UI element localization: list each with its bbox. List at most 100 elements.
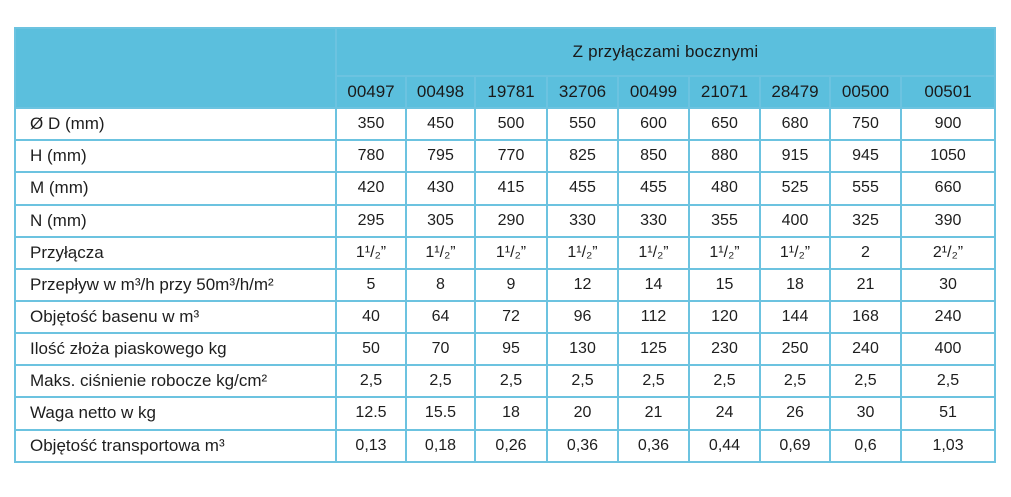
table-cell: 480 — [688, 171, 761, 206]
table-cell: 20 — [546, 396, 619, 431]
table-cell: 1050 — [899, 139, 997, 174]
table-cell: 0,18 — [405, 428, 476, 463]
table-cell: 650 — [688, 107, 761, 142]
table-cell: 168 — [829, 299, 902, 335]
table-cell: 24 — [688, 396, 761, 431]
table-cell: 95 — [474, 332, 548, 367]
table-cell: 415 — [474, 171, 548, 206]
table-row: Objętość transportowa m³ 0,13 0,18 0,26 0,36… — [14, 428, 997, 463]
table-cell: 400 — [759, 203, 831, 238]
row-label: N (mm) — [14, 203, 337, 238]
table-cell: 144 — [759, 299, 831, 335]
table-cell: 750 — [829, 107, 902, 142]
table-cell: 14 — [617, 267, 690, 302]
table-cell: 525 — [759, 171, 831, 206]
table-cell: 250 — [759, 332, 831, 367]
row-label: Maks. ciśnienie robocze kg/cm² — [14, 364, 337, 399]
table-cell: 880 — [688, 139, 761, 174]
table-cell: 400 — [899, 332, 997, 367]
table-cell: 1¹/₂” — [474, 235, 548, 270]
table-cell: 96 — [546, 299, 619, 335]
header-corner-cell — [14, 26, 337, 110]
table-cell: 550 — [546, 107, 619, 142]
table-cell: 450 — [405, 107, 476, 142]
filter-spec-table: Z przyłączami bocznymi 00497 00498 19781 32… — [14, 26, 997, 463]
table-cell: 21 — [829, 267, 902, 302]
table-cell: 0,69 — [759, 428, 831, 463]
table-cell: 0,13 — [335, 428, 407, 463]
table-cell: 660 — [899, 171, 997, 206]
table-cell: 8 — [405, 267, 476, 302]
table-cell: 295 — [335, 203, 407, 238]
table-cell: 0,36 — [617, 428, 690, 463]
table-cell: 330 — [617, 203, 690, 238]
table-row: N (mm) 295 305 290 330 330 355 400 325 390 — [14, 203, 997, 238]
table-cell: 1¹/₂” — [688, 235, 761, 270]
table-cell: 21 — [617, 396, 690, 431]
table-cell: 51 — [899, 396, 997, 431]
table-cell: 455 — [546, 171, 619, 206]
table-cell: 2,5 — [688, 364, 761, 399]
product-code-header: 19781 — [474, 74, 548, 110]
table-cell: 240 — [899, 299, 997, 335]
table-cell: 0,36 — [546, 428, 619, 463]
table-cell: 2,5 — [335, 364, 407, 399]
product-code-header: 00500 — [829, 74, 902, 110]
product-code-header: 00499 — [617, 74, 690, 110]
table-cell: 350 — [335, 107, 407, 142]
table-cell: 18 — [759, 267, 831, 302]
table-cell: 112 — [617, 299, 690, 335]
table-cell: 2¹/₂” — [899, 235, 997, 270]
table-cell: 72 — [474, 299, 548, 335]
table-cell: 26 — [759, 396, 831, 431]
product-code-header: 00501 — [899, 74, 997, 110]
group-header: Z przyłączami bocznymi — [334, 27, 997, 77]
row-label: Przyłącza — [14, 235, 337, 270]
table-cell: 0,6 — [829, 428, 902, 463]
table-cell: 0,26 — [474, 428, 548, 463]
row-label: Ø D (mm) — [14, 107, 337, 142]
table-cell: 2,5 — [546, 364, 619, 399]
table-cell: 1¹/₂” — [546, 235, 619, 270]
table-cell: 240 — [829, 332, 902, 367]
product-code-header: 21071 — [688, 74, 761, 110]
table-cell: 555 — [829, 171, 902, 206]
table-cell: 2,5 — [759, 364, 831, 399]
table-cell: 230 — [688, 332, 761, 367]
table-cell: 325 — [829, 203, 902, 238]
row-label: M (mm) — [14, 171, 337, 206]
table-row: Ø D (mm) 350 450 500 550 600 650 680 750 900 — [14, 107, 997, 142]
table-cell: 680 — [759, 107, 831, 142]
table-cell: 1,03 — [899, 428, 997, 463]
table-cell: 1¹/₂” — [759, 235, 831, 270]
table-row: Ilość złoża piaskowego kg 50 70 95 130 125 230… — [14, 332, 997, 367]
table-row: H (mm) 780 795 770 825 850 880 915 945 1050 — [14, 139, 997, 174]
table-cell: 780 — [335, 139, 407, 174]
table-cell: 945 — [829, 139, 902, 174]
product-code-header: 00497 — [335, 74, 407, 110]
table-cell: 18 — [474, 396, 548, 431]
table-cell: 420 — [335, 171, 407, 206]
table-header: Z przyłączami bocznymi 00497 00498 19781 32… — [14, 26, 997, 110]
table-cell: 130 — [546, 332, 619, 367]
row-label: Przepływ w m³/h przy 50m³/h/m² — [14, 267, 337, 302]
table-cell: 2,5 — [899, 364, 997, 399]
table-cell: 30 — [899, 267, 997, 302]
table-cell: 850 — [617, 139, 690, 174]
table-cell: 64 — [405, 299, 476, 335]
table-cell: 2,5 — [829, 364, 902, 399]
row-label: Objętość basenu w m³ — [14, 299, 337, 335]
table-cell: 125 — [617, 332, 690, 367]
table-cell: 915 — [759, 139, 831, 174]
table-cell: 600 — [617, 107, 690, 142]
table-cell: 40 — [335, 299, 407, 335]
table-cell: 50 — [335, 332, 407, 367]
product-code-header: 32706 — [546, 74, 619, 110]
table-row: M (mm) 420 430 415 455 455 480 525 555 660 — [14, 171, 997, 206]
table-cell: 770 — [474, 139, 548, 174]
table-row: Maks. ciśnienie robocze kg/cm² 2,5 2,5 2,5 2… — [14, 364, 997, 399]
table-cell: 2,5 — [405, 364, 476, 399]
table-cell: 9 — [474, 267, 548, 302]
row-label: Ilość złoża piaskowego kg — [14, 332, 337, 367]
table-cell: 12.5 — [335, 396, 407, 431]
